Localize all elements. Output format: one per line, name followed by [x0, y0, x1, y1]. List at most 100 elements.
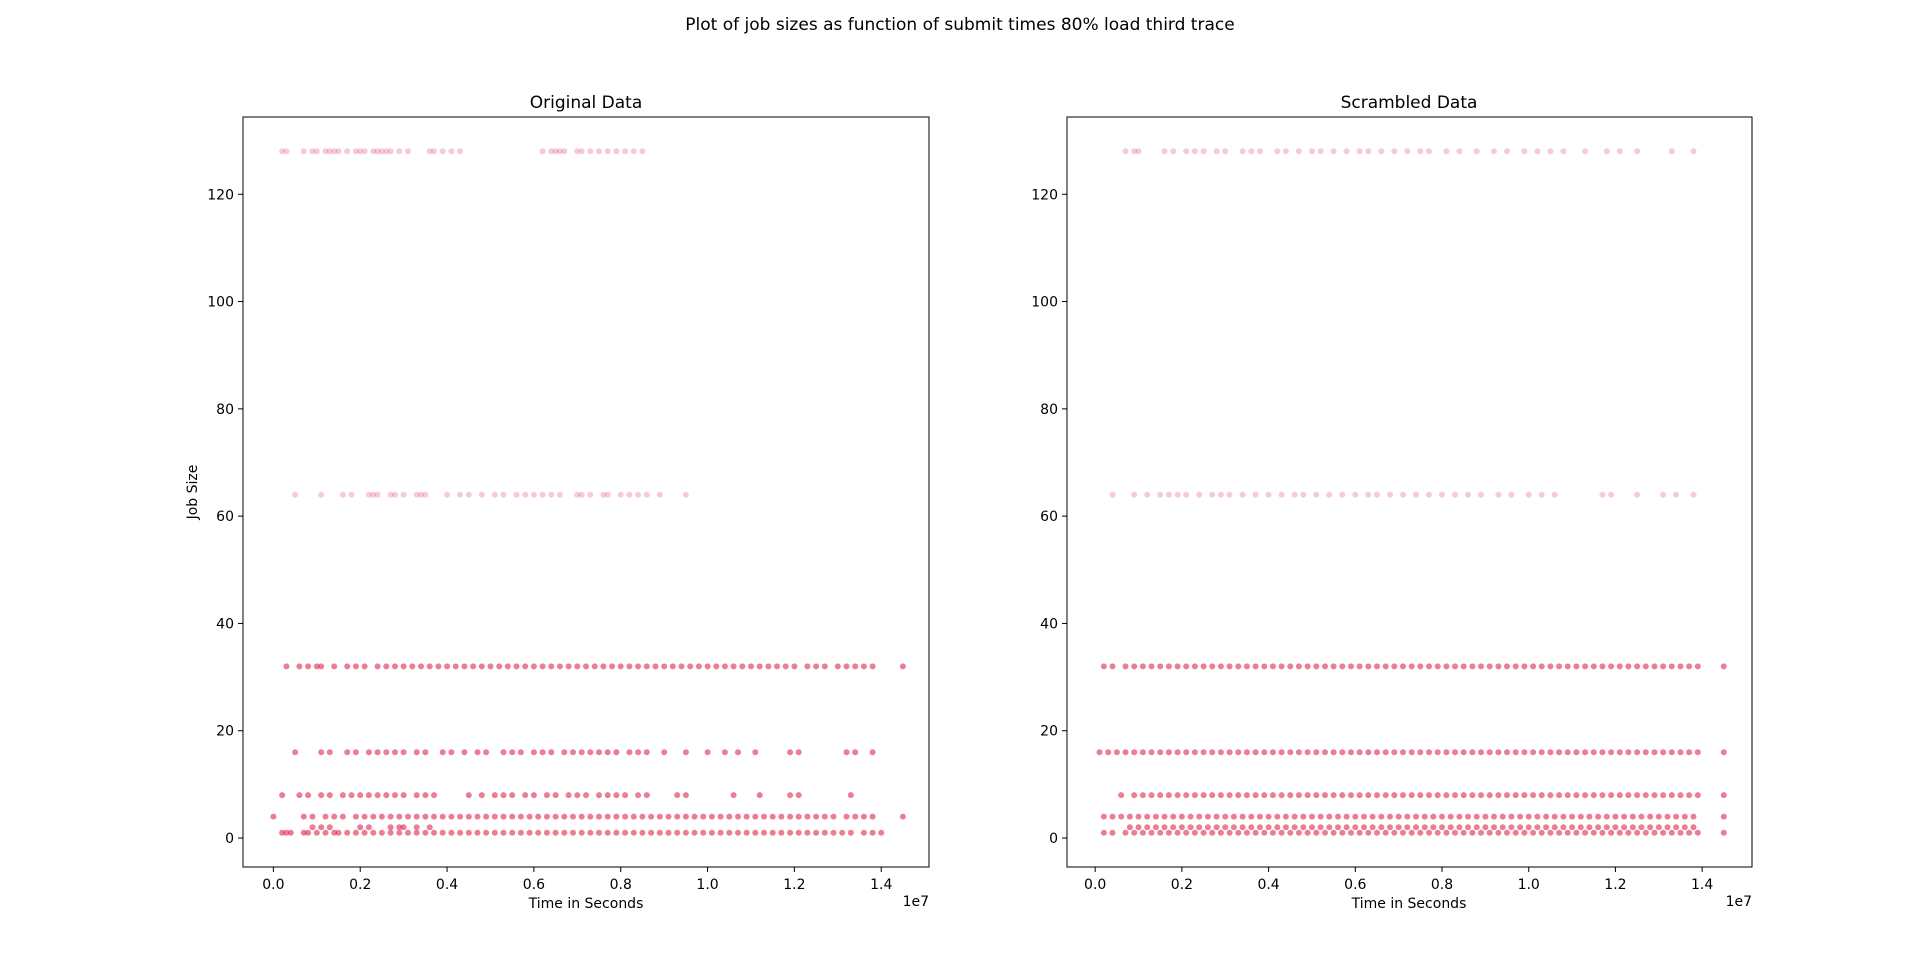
scrambled-data-point [1413, 813, 1419, 820]
original-data-point [726, 813, 733, 820]
original-data-point [552, 829, 559, 836]
scrambled-data-point [1343, 824, 1350, 831]
scrambled-data-point [1304, 792, 1311, 799]
scrambled-data-point [1261, 792, 1268, 799]
original-data-point [322, 813, 329, 820]
scrambled-data-point [1131, 148, 1138, 155]
original-data-point [813, 813, 820, 820]
scrambled-data-point [1677, 663, 1684, 670]
scrambled-data-point [1109, 813, 1116, 820]
scrambled-data-point [1295, 792, 1302, 799]
scrambled-data-point [1135, 148, 1142, 155]
scrambled-data-point [1443, 749, 1450, 756]
scrambled-data-point [1131, 663, 1138, 670]
original-data-point [400, 824, 407, 831]
original-data-point [752, 813, 759, 820]
scrambled-data-point [1226, 749, 1233, 756]
original-data-point [778, 829, 785, 836]
original-data-point [318, 663, 325, 670]
scrambled-data-point [1590, 792, 1597, 799]
original-data-point [635, 749, 642, 756]
scrambled-data-point [1586, 813, 1593, 820]
original-data-point [405, 148, 411, 155]
scrambled-data-point [1339, 491, 1346, 498]
original-data-point [352, 148, 359, 155]
scrambled-data-point [1322, 663, 1328, 670]
scrambled-data-point [1165, 663, 1172, 670]
original-data-point [418, 663, 424, 670]
original-data-point [761, 813, 767, 820]
original-data-point [583, 792, 589, 799]
scrambled-data-point [1616, 749, 1623, 756]
scrambled-data-point [1530, 829, 1537, 836]
scrambled-data-point [1343, 813, 1350, 820]
scrambled-data-point [1486, 829, 1493, 836]
scrambled-data-point [1269, 749, 1276, 756]
scrambled-data-point [1265, 491, 1272, 498]
scrambled-data-point [1300, 491, 1307, 498]
scrambled-data-point [1378, 824, 1385, 831]
scrambled-data-point [1599, 792, 1606, 799]
scrambled-data-point [1560, 813, 1567, 820]
scrambled-data-point [1686, 663, 1693, 670]
original-data-point [405, 813, 411, 820]
scrambled-data-point [1486, 749, 1493, 756]
scrambled-data-point [1300, 824, 1307, 831]
scrambled-data-point [1274, 813, 1281, 820]
scrambled-data-point [1144, 813, 1151, 820]
scrambled-data-point [1595, 813, 1602, 820]
original-data-point [383, 749, 390, 756]
scrambled-data-point [1495, 491, 1502, 498]
scrambled-data-x-tick-label: 1.0 [1518, 877, 1540, 893]
scrambled-data-point [1157, 491, 1164, 498]
original-data-point [570, 829, 576, 836]
original-data-point [899, 663, 906, 670]
scrambled-data-point [1504, 663, 1510, 670]
original-data-point [600, 491, 607, 498]
original-data-x-tick-label: 0.0 [262, 877, 284, 893]
original-data-point [735, 829, 741, 836]
scrambled-data-point [1295, 749, 1302, 756]
original-data-point [869, 813, 876, 820]
scrambled-data-point [1148, 663, 1155, 670]
original-data-y-tick-label: 20 [216, 724, 234, 740]
original-data-point [769, 829, 776, 836]
scrambled-data-point [1677, 749, 1684, 756]
original-data-point [318, 792, 325, 799]
original-data-point [370, 829, 377, 836]
original-data-point [348, 491, 355, 498]
scrambled-data-point [1417, 663, 1424, 670]
original-data-point [548, 663, 555, 670]
original-data-point [413, 491, 420, 498]
scrambled-data-point [1573, 829, 1580, 836]
scrambled-data-point [1543, 824, 1550, 831]
scrambled-data-point [1430, 824, 1437, 831]
scrambled-data-point [1300, 813, 1307, 820]
scrambled-data-point [1109, 829, 1116, 836]
scrambled-data-point [1512, 829, 1519, 836]
scrambled-data-point [1378, 813, 1385, 820]
original-data-point [769, 813, 776, 820]
scrambled-data-point [1191, 829, 1198, 836]
original-data-point [396, 148, 403, 155]
scrambled-data-point [1486, 663, 1493, 670]
original-data-point [622, 792, 629, 799]
scrambled-data-point [1439, 824, 1445, 831]
original-data-point [331, 148, 338, 155]
original-data-point [899, 813, 906, 820]
original-data-point [530, 491, 537, 498]
scrambled-data-point [1148, 792, 1155, 799]
scrambled-data-point [1517, 824, 1524, 831]
original-data-point [852, 749, 859, 756]
scrambled-data-point [1551, 813, 1558, 820]
original-data-point [422, 491, 429, 498]
scrambled-data-point [1638, 824, 1645, 831]
scrambled-data-point [1452, 491, 1458, 498]
scrambled-data-point [1239, 491, 1246, 498]
original-data-point [639, 813, 646, 820]
scrambled-data-x-tick-label: 0.8 [1431, 877, 1453, 893]
scrambled-data-point [1720, 829, 1727, 836]
original-data-point [795, 749, 802, 756]
scrambled-data-point [1374, 663, 1380, 670]
scrambled-data-point [1603, 813, 1610, 820]
